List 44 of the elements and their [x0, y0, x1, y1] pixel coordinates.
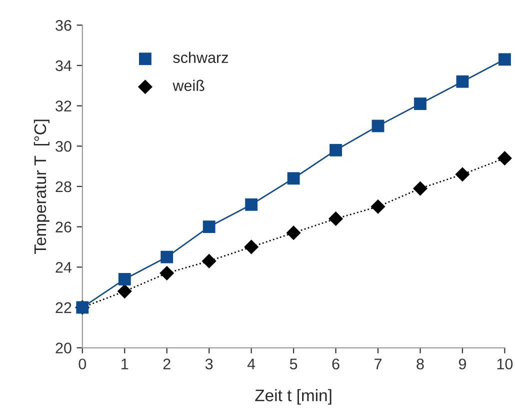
legend-label: schwarz: [173, 52, 228, 64]
x-tick-label: 8: [416, 358, 424, 370]
point: [497, 150, 512, 166]
y-tick-label: 26: [56, 222, 72, 232]
point: [412, 181, 428, 196]
y-tick-label: 20: [56, 342, 72, 354]
point: [245, 198, 258, 211]
point: [370, 199, 386, 214]
point: [328, 211, 344, 226]
y-tick-label: 30: [56, 140, 72, 152]
x-axis-title: Zeit t [min]: [255, 389, 332, 405]
legend-label: weiß: [172, 80, 204, 92]
x-tick-label: 5: [290, 358, 298, 370]
point: [455, 167, 470, 182]
x-tick-label: 10: [497, 358, 513, 370]
x-tick-label: 3: [205, 358, 213, 370]
point: [414, 98, 426, 110]
x-tick-label: 1: [122, 358, 128, 370]
point: [117, 284, 132, 299]
point: [118, 273, 131, 286]
y-axis-title: Temperatur T [°C]: [34, 120, 50, 254]
y-tick-label: 28: [56, 181, 72, 192]
y-tick-label: 34: [56, 60, 72, 72]
point: [202, 254, 216, 268]
point: [160, 266, 174, 280]
point: [372, 120, 384, 132]
y-tick-label: 24: [56, 262, 72, 273]
point: [244, 240, 259, 254]
point: [202, 220, 216, 233]
y-tick-label: 36: [56, 20, 72, 31]
point: [286, 226, 301, 240]
y-tick-label: 32: [56, 100, 72, 112]
point: [456, 75, 469, 88]
x-tick-label: 6: [332, 358, 340, 370]
point: [498, 53, 511, 66]
y-tick-label: 22: [56, 302, 72, 313]
x-tick-label: 9: [458, 358, 466, 370]
x-tick-label: 4: [247, 358, 256, 370]
point: [330, 144, 342, 156]
x-tick-label: 2: [163, 358, 170, 370]
point: [160, 250, 174, 264]
x-tick-label: 7: [374, 358, 382, 370]
point: [287, 172, 300, 185]
x-tick-label: 0: [78, 358, 86, 370]
